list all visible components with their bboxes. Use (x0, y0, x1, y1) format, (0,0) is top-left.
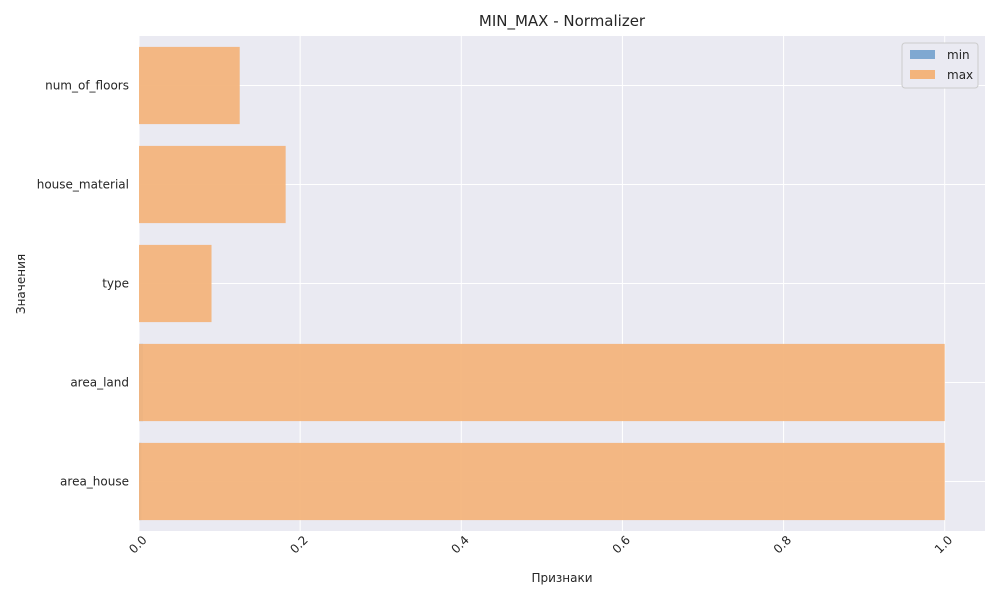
x-tick-label: 0.8 (771, 533, 794, 556)
y-tick-label: area_land (70, 376, 129, 390)
legend-swatch-max (910, 70, 935, 79)
bar-max-num_of_floors (139, 46, 240, 125)
x-tick-labels: 0.0 0.2 0.4 0.6 0.8 1.0 (126, 533, 955, 556)
x-tick-label: 0.0 (126, 533, 149, 556)
bar-max-house_material (139, 145, 286, 224)
y-tick-label: num_of_floors (45, 79, 129, 93)
y-tick-labels: area_house area_land type house_material num… (37, 79, 129, 489)
legend-label-max: max (947, 68, 973, 82)
bar-max-area_land (139, 343, 945, 422)
legend-label-min: min (947, 48, 970, 62)
legend-swatch-min (910, 50, 935, 59)
bar-max-area_house (139, 442, 945, 521)
x-axis-label: Признаки (531, 571, 592, 585)
x-tick-label: 0.4 (448, 533, 471, 556)
x-tick-label: 1.0 (932, 533, 955, 556)
bar-max-type (139, 244, 212, 323)
y-tick-label: type (102, 277, 129, 291)
y-axis-label: Значения (14, 254, 28, 314)
y-tick-label: area_house (60, 475, 129, 489)
x-tick-label: 0.2 (287, 533, 310, 556)
x-tick-label: 0.6 (610, 533, 633, 556)
bars (139, 46, 945, 521)
y-tick-label: house_material (37, 178, 129, 192)
chart-title: MIN_MAX - Normalizer (479, 12, 646, 31)
legend: min max (901, 42, 979, 89)
